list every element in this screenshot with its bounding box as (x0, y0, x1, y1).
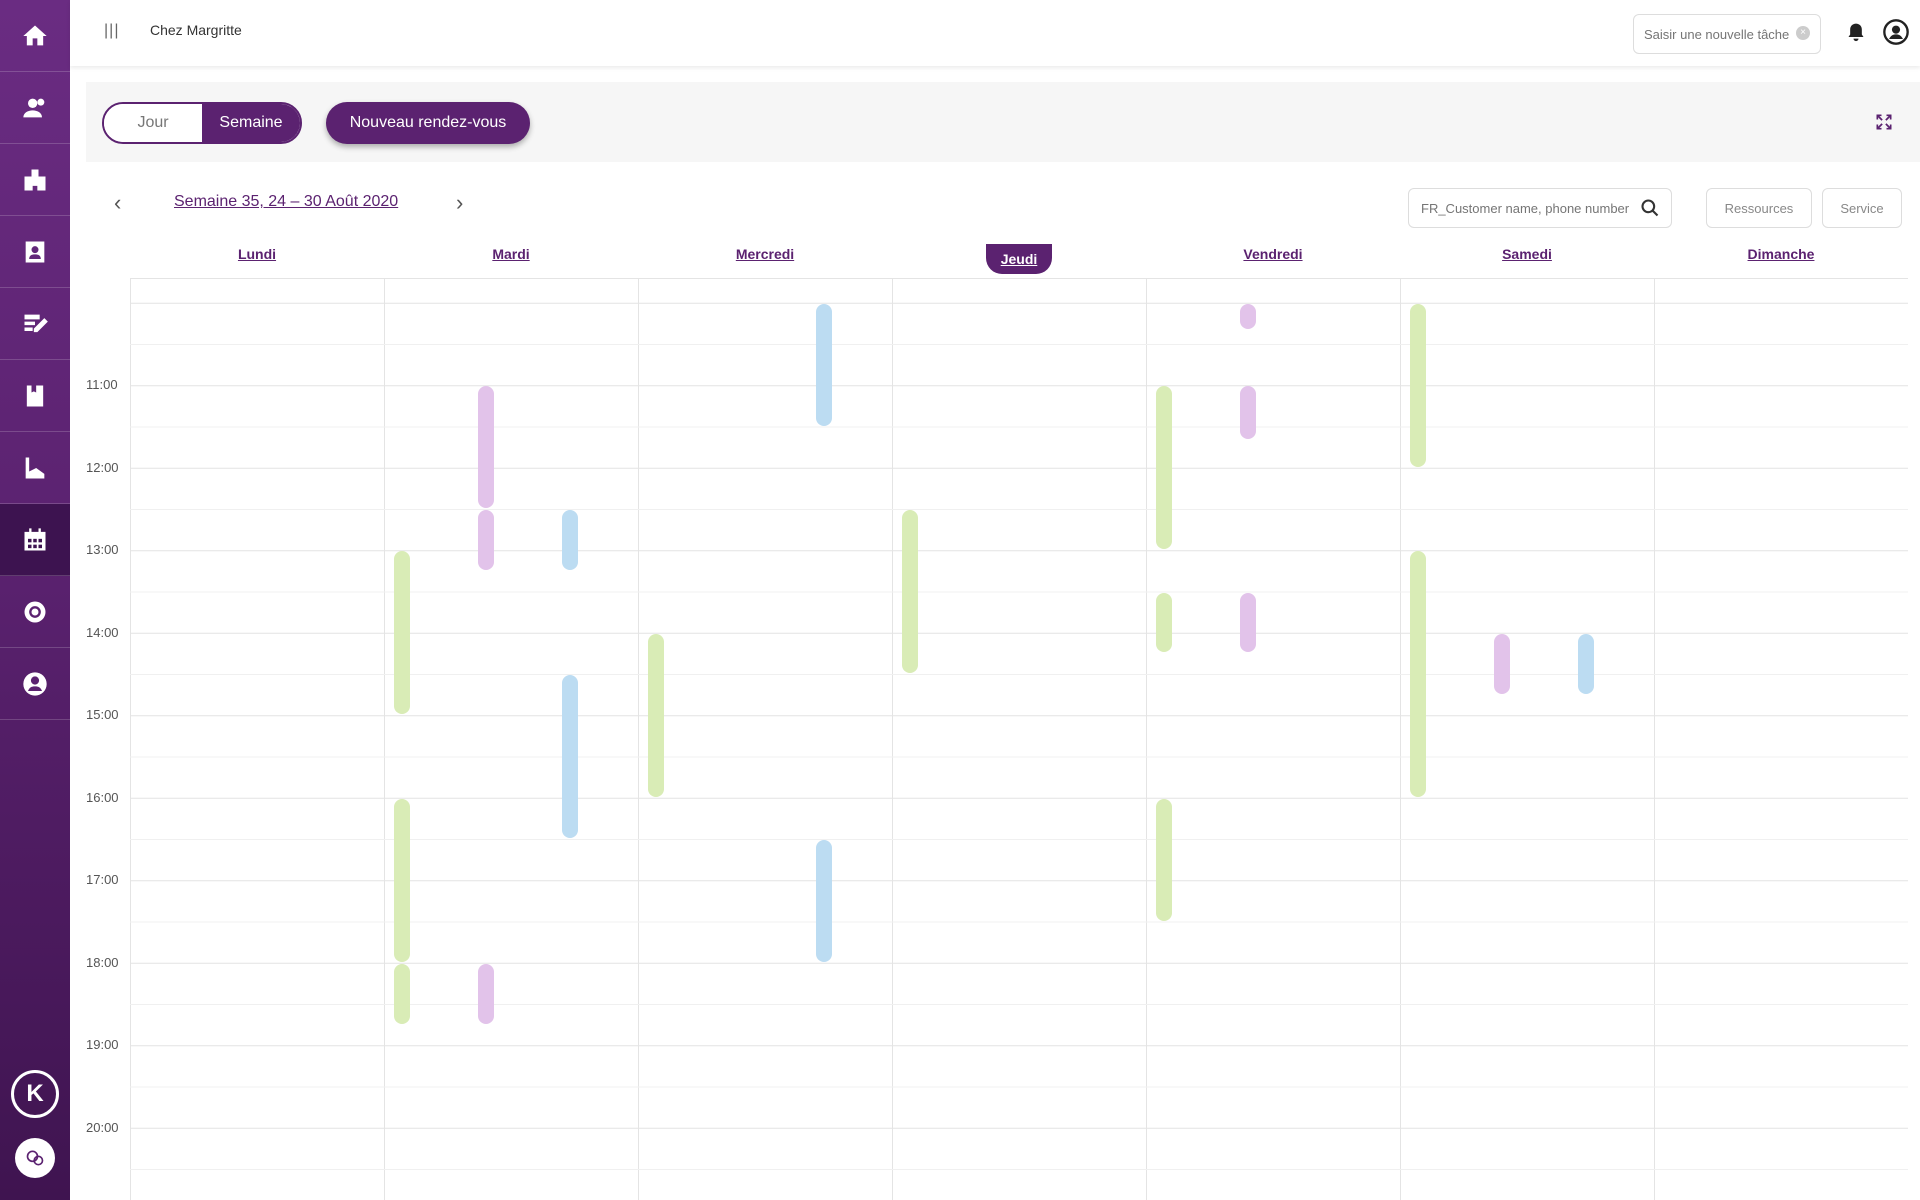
sidebar-item-book[interactable] (0, 360, 70, 432)
time-label: 18:00 (86, 954, 119, 970)
appointment-event[interactable] (1240, 592, 1256, 653)
service-button[interactable]: Service (1822, 188, 1902, 228)
clear-icon[interactable]: × (1796, 26, 1810, 40)
time-label: 17:00 (86, 872, 119, 888)
contact-card-icon (25, 241, 45, 262)
appointment-event[interactable] (478, 386, 494, 508)
hamburger-icon[interactable]: ||| (104, 22, 120, 39)
chat-icon (26, 1150, 44, 1166)
search-icon[interactable] (1640, 198, 1660, 218)
grid-lines (130, 278, 1908, 1200)
topbar: ||| Chez Margritte × (70, 0, 1920, 66)
fullscreen-icon[interactable] (1874, 112, 1894, 132)
appointment-event[interactable] (562, 510, 578, 570)
chat-button[interactable] (15, 1138, 55, 1178)
appointment-event[interactable] (648, 633, 664, 797)
appointment-event[interactable] (394, 963, 410, 1024)
chart-icon (25, 457, 45, 478)
sidebar-item-reports[interactable] (0, 432, 70, 504)
sidebar-item-profile[interactable] (0, 648, 70, 720)
appointment-event[interactable] (394, 551, 410, 715)
sidebar-item-tasks[interactable] (0, 288, 70, 360)
sidebar-item-users[interactable] (0, 72, 70, 144)
time-label: 20:00 (86, 1119, 119, 1135)
time-label: 12:00 (86, 459, 119, 475)
sidebar-item-home[interactable] (0, 0, 70, 72)
new-appointment-button[interactable]: Nouveau rendez-vous (326, 102, 530, 144)
day-header[interactable]: Vendredi (1243, 246, 1303, 262)
org-name: Chez Margritte (150, 22, 242, 38)
view-toggle: Jour Semaine (102, 102, 302, 144)
sidebar-item-contacts[interactable] (0, 216, 70, 288)
appointment-event[interactable] (1410, 551, 1426, 797)
view-day-button[interactable]: Jour (104, 104, 202, 142)
appointment-event[interactable] (816, 840, 832, 962)
day-header[interactable]: Mardi (492, 246, 530, 262)
day-header[interactable]: Dimanche (1747, 246, 1815, 262)
sidebar-item-calendar[interactable] (0, 504, 70, 576)
appointment-event[interactable] (1156, 798, 1172, 921)
day-header[interactable]: Lundi (237, 246, 277, 262)
chat-wrap (0, 1138, 70, 1178)
time-label: 14:00 (86, 624, 119, 640)
appointment-event[interactable] (1494, 633, 1510, 694)
appointment-event[interactable] (1156, 386, 1172, 550)
resources-button[interactable]: Ressources (1706, 188, 1812, 228)
calendar-toolbar: Jour Semaine Nouveau rendez-vous (86, 82, 1920, 162)
brand-logo-wrap: K (0, 1070, 70, 1118)
appointment-event[interactable] (562, 675, 578, 838)
day-header[interactable]: Samedi (1502, 246, 1552, 262)
appointment-event[interactable] (478, 510, 494, 570)
time-label: 13:00 (86, 542, 119, 558)
sidebar: K (0, 0, 70, 1200)
time-label: 19:00 (86, 1037, 119, 1053)
appointment-event[interactable] (478, 963, 494, 1024)
time-label: 16:00 (86, 789, 119, 805)
appointment-event[interactable] (1156, 592, 1172, 653)
appointment-event[interactable] (1578, 633, 1594, 694)
book-icon (26, 385, 44, 406)
appointment-event[interactable] (902, 510, 918, 673)
users-icon (23, 98, 45, 117)
appointment-event[interactable] (816, 303, 832, 426)
week-grid[interactable] (130, 278, 1908, 1200)
sidebar-item-buildings[interactable] (0, 144, 70, 216)
home-icon (23, 25, 47, 45)
week-title[interactable]: Semaine 35, 24 – 30 Août 2020 (174, 193, 399, 210)
support-icon (24, 601, 46, 622)
view-week-button[interactable]: Semaine (202, 104, 300, 142)
buildings-icon (24, 169, 46, 190)
tasks-edit-icon (24, 314, 48, 332)
next-week-button[interactable]: › (456, 190, 464, 215)
day-header-today[interactable]: Jeudi (986, 244, 1052, 274)
new-task-input[interactable] (1633, 14, 1821, 54)
time-label: 11:00 (86, 377, 118, 393)
appointment-event[interactable] (1240, 386, 1256, 440)
user-circle-icon[interactable] (1882, 18, 1910, 46)
prev-week-button[interactable]: ‹ (114, 190, 122, 215)
appointment-event[interactable] (394, 798, 410, 962)
calendar-icon (24, 527, 46, 550)
customer-search-input[interactable] (1408, 188, 1672, 228)
bell-icon[interactable] (1846, 20, 1866, 44)
appointment-event[interactable] (1410, 303, 1426, 467)
time-label: 15:00 (86, 707, 119, 723)
brand-letter: K (26, 1080, 44, 1107)
profile-icon (23, 671, 47, 696)
brand-logo[interactable]: K (11, 1070, 59, 1118)
sidebar-item-support[interactable] (0, 576, 70, 648)
day-header[interactable]: Mercredi (735, 246, 795, 262)
appointment-event[interactable] (1240, 303, 1256, 330)
